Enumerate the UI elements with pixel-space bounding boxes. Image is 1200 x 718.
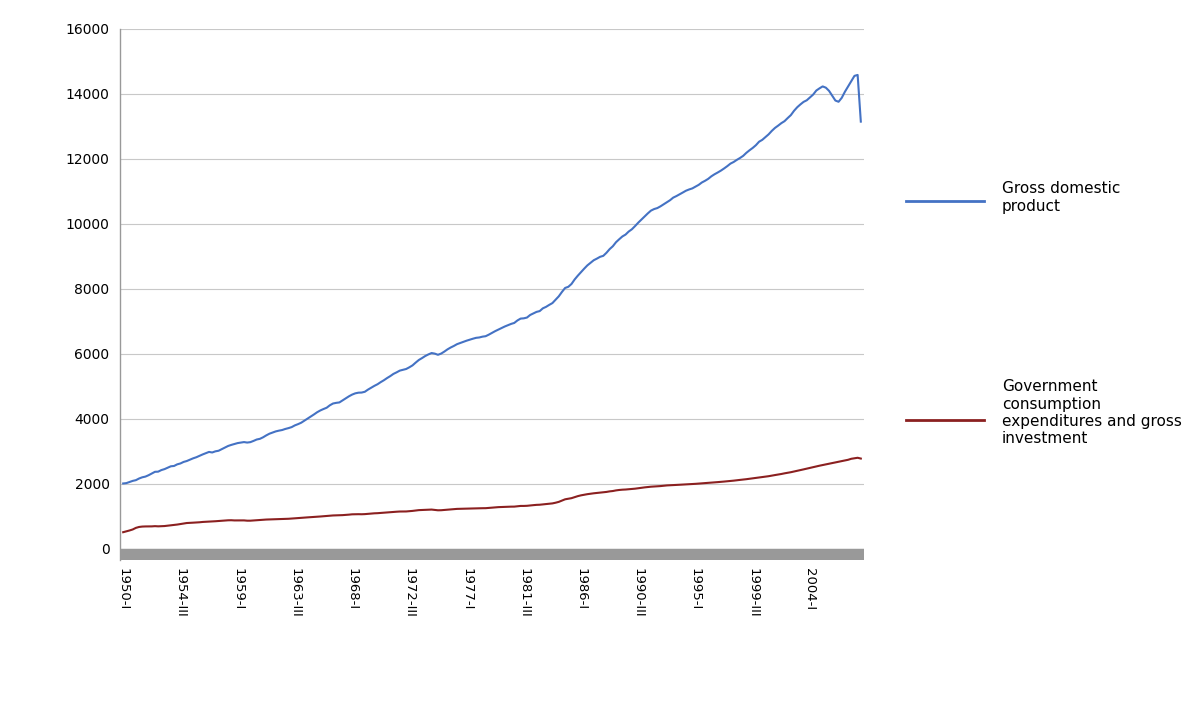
Text: Government
consumption
expenditures and gross
investment: Government consumption expenditures and …: [1002, 379, 1182, 447]
Bar: [120, 549, 864, 560]
Text: Gross domestic
product: Gross domestic product: [1002, 181, 1121, 214]
